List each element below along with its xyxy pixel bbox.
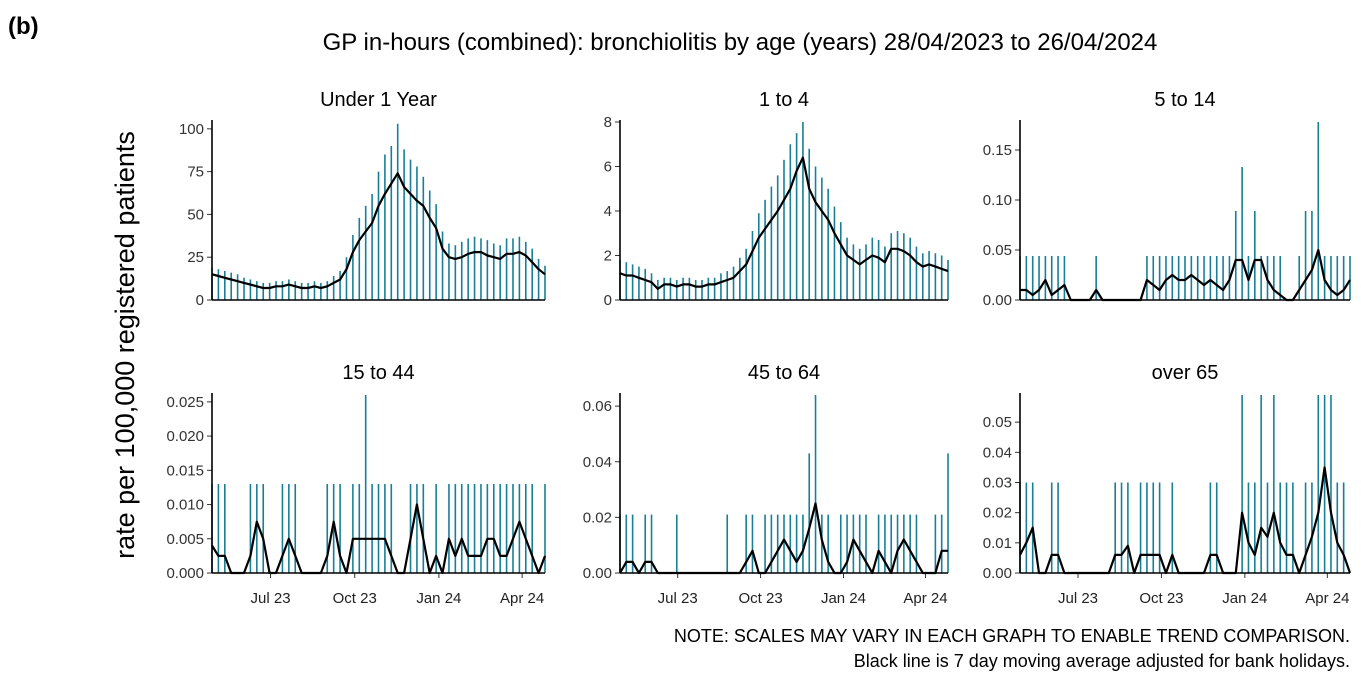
y-tick-label: 0.020 <box>166 428 204 445</box>
y-tick-label: 0 <box>196 292 204 309</box>
note: Black line is 7 day moving average adjus… <box>854 651 1350 671</box>
y-tick-label: 0.03 <box>983 474 1012 491</box>
y-tick-label: 0.15 <box>983 142 1012 159</box>
y-tick-label: 0.02 <box>583 509 612 526</box>
y-tick-label: 8 <box>604 114 612 131</box>
panel-title: 15 to 44 <box>342 362 414 384</box>
x-tick-label: Jan 24 <box>821 590 866 607</box>
moving-average-line <box>1019 466 1352 575</box>
y-axis-label: rate per 100,000 registered patients <box>110 131 140 559</box>
note: NOTE: SCALES MAY VARY IN EACH GRAPH TO E… <box>674 626 1350 646</box>
y-tick-label: 0.06 <box>583 398 612 415</box>
panel-title: 45 to 64 <box>748 362 820 384</box>
y-tick-label: 0.010 <box>166 497 204 514</box>
y-tick-label: 0.00 <box>983 565 1012 582</box>
y-tick-label: 0.04 <box>983 444 1012 461</box>
panel-title: Under 1 Year <box>320 89 437 111</box>
y-tick-label: 4 <box>604 203 612 220</box>
x-tick-label: Jan 24 <box>416 590 461 607</box>
y-tick-label: 0.025 <box>166 394 204 411</box>
y-tick-label: 100 <box>179 121 204 138</box>
x-tick-label: Oct 23 <box>738 590 782 607</box>
y-tick-label: 0 <box>604 292 612 309</box>
y-tick-label: 0.015 <box>166 462 204 479</box>
y-tick-label: 0.01 <box>983 535 1012 552</box>
y-tick-label: 0.05 <box>983 242 1012 259</box>
panel-title: over 65 <box>1152 362 1219 384</box>
x-tick-label: Apr 24 <box>500 590 544 607</box>
x-tick-label: Oct 23 <box>333 590 377 607</box>
y-tick-label: 75 <box>187 164 204 181</box>
x-tick-label: Jul 23 <box>658 590 698 607</box>
y-tick-label: 0.02 <box>983 505 1012 522</box>
y-tick-label: 6 <box>604 159 612 176</box>
x-tick-label: Jan 24 <box>1222 590 1267 607</box>
panel-title: 1 to 4 <box>759 89 809 111</box>
y-tick-label: 0.005 <box>166 531 204 548</box>
moving-average-line <box>619 156 949 290</box>
y-tick-label: 0.04 <box>583 454 612 471</box>
y-tick-label: 50 <box>187 206 204 223</box>
y-tick-label: 0.00 <box>583 565 612 582</box>
moving-average-line <box>211 172 546 290</box>
x-tick-label: Oct 23 <box>1139 590 1183 607</box>
y-tick-label: 25 <box>187 249 204 266</box>
y-tick-label: 0.05 <box>983 414 1012 431</box>
panel-title: 5 to 14 <box>1154 89 1215 111</box>
x-tick-label: Apr 24 <box>1305 590 1349 607</box>
x-tick-label: Apr 24 <box>903 590 947 607</box>
panel-label: (b) <box>8 13 39 40</box>
figure-title: GP in-hours (combined): bronchiolitis by… <box>323 29 1158 56</box>
x-tick-label: Jul 23 <box>1058 590 1098 607</box>
y-tick-label: 2 <box>604 248 612 265</box>
x-tick-label: Jul 23 <box>251 590 291 607</box>
y-tick-label: 0.000 <box>166 565 204 582</box>
y-tick-label: 0.00 <box>983 292 1012 309</box>
moving-average-line <box>211 503 547 575</box>
y-tick-label: 0.10 <box>983 192 1012 209</box>
